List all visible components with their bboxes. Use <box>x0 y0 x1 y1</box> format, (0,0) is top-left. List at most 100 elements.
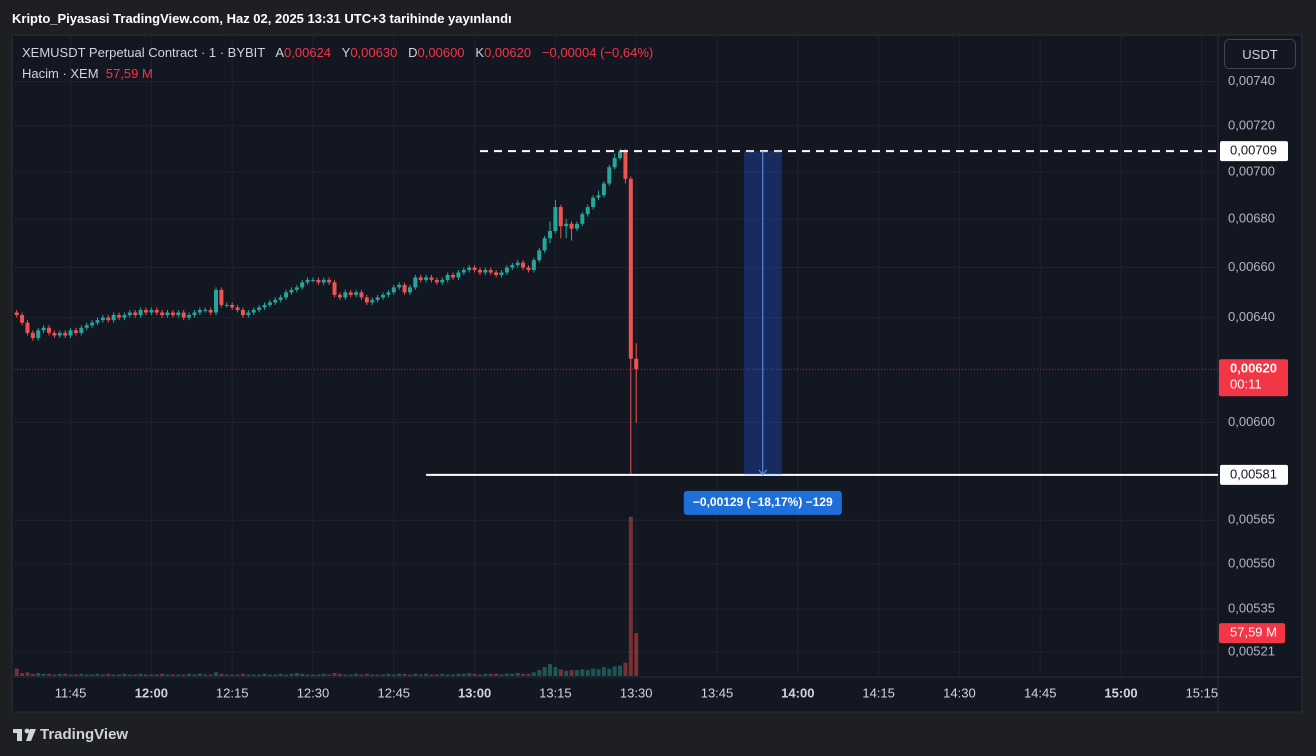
volume-bar <box>284 674 289 676</box>
volume-bar <box>558 669 563 676</box>
volume-bar <box>348 674 353 676</box>
volume-bar <box>445 674 450 676</box>
candle-body <box>553 207 558 232</box>
volume-bar <box>596 669 601 676</box>
volume-bar <box>434 674 439 676</box>
volume-legend: Hacim · XEM 57,59 M <box>22 66 153 81</box>
volume-bar <box>618 665 623 676</box>
ohlc-key: Y <box>341 45 351 60</box>
x-tick-label: 12:00 <box>135 685 168 700</box>
candle-body <box>348 292 353 295</box>
x-tick-label: 11:45 <box>55 685 87 700</box>
ohlc-key: A <box>275 45 285 60</box>
candle-body <box>558 207 563 227</box>
candle-body <box>122 315 127 318</box>
volume-bar <box>208 674 213 676</box>
volume-bar <box>20 673 25 676</box>
candle-body <box>90 322 95 326</box>
volume-bar <box>257 674 262 676</box>
ohlc-key: K <box>475 45 485 60</box>
volume-bar <box>359 674 364 676</box>
volume-bar <box>160 673 165 676</box>
volume-bar <box>451 674 456 676</box>
x-tick-label: 14:30 <box>943 685 976 700</box>
volume-bar <box>526 673 531 676</box>
candle-body <box>73 330 78 333</box>
hline-label: 0,00709 <box>1230 143 1277 158</box>
volume-bar <box>542 667 547 676</box>
candle-body <box>418 277 423 280</box>
candle-body <box>143 309 148 313</box>
candle-body <box>235 307 240 310</box>
candle-body <box>461 270 466 273</box>
y-tick-label: 0,00640 <box>1228 309 1275 324</box>
currency-button[interactable]: USDT <box>1224 39 1296 69</box>
candle-body <box>623 151 628 179</box>
candle-body <box>300 282 305 288</box>
candle-body <box>192 312 197 316</box>
candle-body <box>413 277 418 288</box>
candle-body <box>117 315 122 318</box>
volume-bar <box>154 674 159 676</box>
volume-bar <box>219 673 224 676</box>
candle-body <box>359 292 364 298</box>
candle-body <box>251 309 256 313</box>
candle-body <box>214 289 219 313</box>
x-tick-label: 13:30 <box>620 685 653 700</box>
volume-bar <box>370 674 375 676</box>
change: −0,00004 (−0,64%) <box>541 45 654 60</box>
volume-bar <box>181 674 186 676</box>
ohlc-value: 0,00630 <box>350 45 398 60</box>
volume-bar <box>246 674 251 676</box>
candle-body <box>95 320 100 323</box>
volume-bar <box>429 674 434 676</box>
volume-bar <box>391 674 396 676</box>
candle-body <box>467 267 472 271</box>
candle-body <box>510 265 515 268</box>
candle-body <box>316 279 321 283</box>
candle-body <box>127 312 132 316</box>
volume-label-box <box>1219 623 1285 644</box>
hline-label-box <box>1220 141 1288 162</box>
candle-body <box>30 332 35 339</box>
candle-body <box>375 297 380 300</box>
y-tick-label: 0,00680 <box>1228 210 1275 225</box>
ohlc-value: 0,00620 <box>484 45 532 60</box>
volume-bar <box>90 674 95 676</box>
ohlc-value: 0,00600 <box>417 45 465 60</box>
candle-body <box>424 277 429 280</box>
volume-bar <box>305 674 310 676</box>
volume-bar <box>187 673 192 676</box>
candle-body <box>402 284 407 293</box>
candle-body <box>612 157 617 168</box>
candle-body <box>111 315 116 321</box>
volume-bar <box>310 674 315 676</box>
candle-body <box>391 287 396 293</box>
candle-body <box>521 262 526 268</box>
candle-body <box>79 327 84 333</box>
x-tick-label: 13:45 <box>701 685 734 700</box>
volume-bar <box>138 673 143 676</box>
candle-body <box>246 312 251 316</box>
volume-bar <box>192 674 197 676</box>
candle-body <box>257 307 262 310</box>
candle-body <box>133 312 138 316</box>
volume-bar <box>364 673 369 676</box>
candle-body <box>84 325 89 328</box>
candle-body <box>273 299 278 303</box>
x-tick-label: 14:15 <box>862 685 895 700</box>
volume-bar <box>515 673 520 676</box>
volume-bar <box>170 674 175 676</box>
volume-bar <box>73 674 78 676</box>
volume-bar <box>607 668 612 676</box>
volume-bar <box>623 662 628 676</box>
volume-bar <box>402 673 407 676</box>
candle-body <box>494 272 499 275</box>
chart-panel <box>11 34 1303 713</box>
logo <box>13 728 36 741</box>
price-label-box <box>1219 359 1288 397</box>
candle-body <box>63 332 68 336</box>
candle-body <box>197 309 202 313</box>
volume-bar <box>14 668 19 676</box>
candle-body <box>531 260 536 271</box>
